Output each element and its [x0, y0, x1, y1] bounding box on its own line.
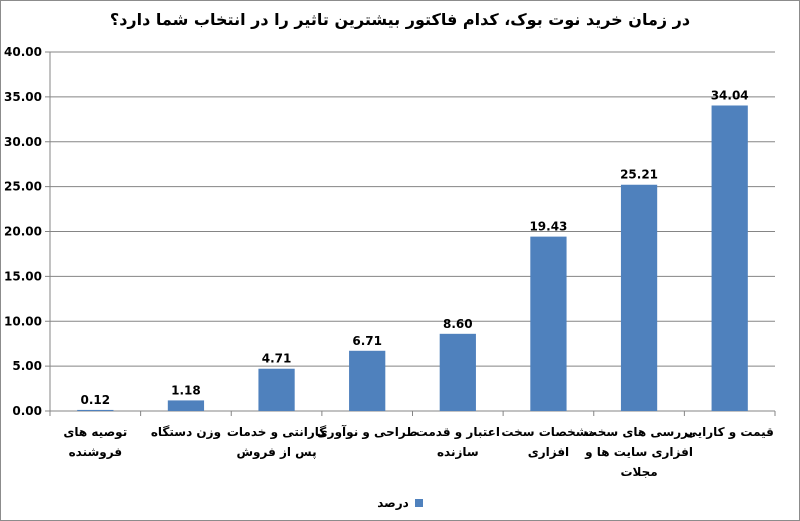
y-tick-label: 25.00: [4, 180, 42, 194]
legend-label: درصد: [377, 496, 409, 510]
data-label: 8.60: [443, 317, 473, 331]
legend: درصد: [0, 496, 800, 510]
x-tick-label: اعتبار و قدمت سازنده: [416, 425, 500, 459]
data-label: 1.18: [171, 383, 201, 397]
bar: [258, 368, 295, 411]
legend-swatch: [414, 499, 423, 507]
x-tick-label: قیمت و کارایی: [685, 425, 773, 440]
y-tick-label: 30.00: [4, 135, 42, 149]
bar: [77, 409, 114, 411]
bar: [711, 105, 748, 411]
y-tick-label: 20.00: [4, 225, 42, 239]
x-tick-label: توصیه های فروشنده: [63, 425, 127, 460]
data-label: 25.21: [620, 168, 658, 182]
y-tick-label: 35.00: [4, 90, 42, 104]
x-tick-label: وزن دستگاه: [151, 425, 221, 440]
bar: [167, 400, 205, 411]
bar: [530, 236, 567, 411]
bar: [620, 184, 658, 411]
bar: [439, 333, 476, 411]
y-tick-label: 10.00: [4, 314, 42, 328]
x-tick-label: بررسی های سخت افزاری سایت ها و مجلات: [584, 425, 693, 479]
y-tick-label: 15.00: [4, 269, 42, 283]
x-tick-label: طراحی و نوآوری: [317, 424, 418, 440]
data-label: 19.43: [529, 220, 567, 234]
data-label: 4.71: [262, 352, 292, 366]
bar: [349, 350, 386, 411]
y-tick-label: 5.00: [12, 359, 42, 373]
y-tick-label: 40.00: [4, 45, 42, 59]
chart-title: در زمان خرید نوت بوک، کدام فاکتور بیشتری…: [109, 10, 691, 29]
data-label: 34.04: [711, 88, 749, 102]
data-label: 6.71: [352, 334, 382, 348]
x-tick-label: گارانتی و خدمات پس از فروش: [227, 425, 326, 460]
data-label: 0.12: [81, 393, 111, 407]
x-tick-label: مشخصات سخت افزاری: [501, 425, 595, 459]
y-tick-label: 0.00: [12, 404, 42, 418]
